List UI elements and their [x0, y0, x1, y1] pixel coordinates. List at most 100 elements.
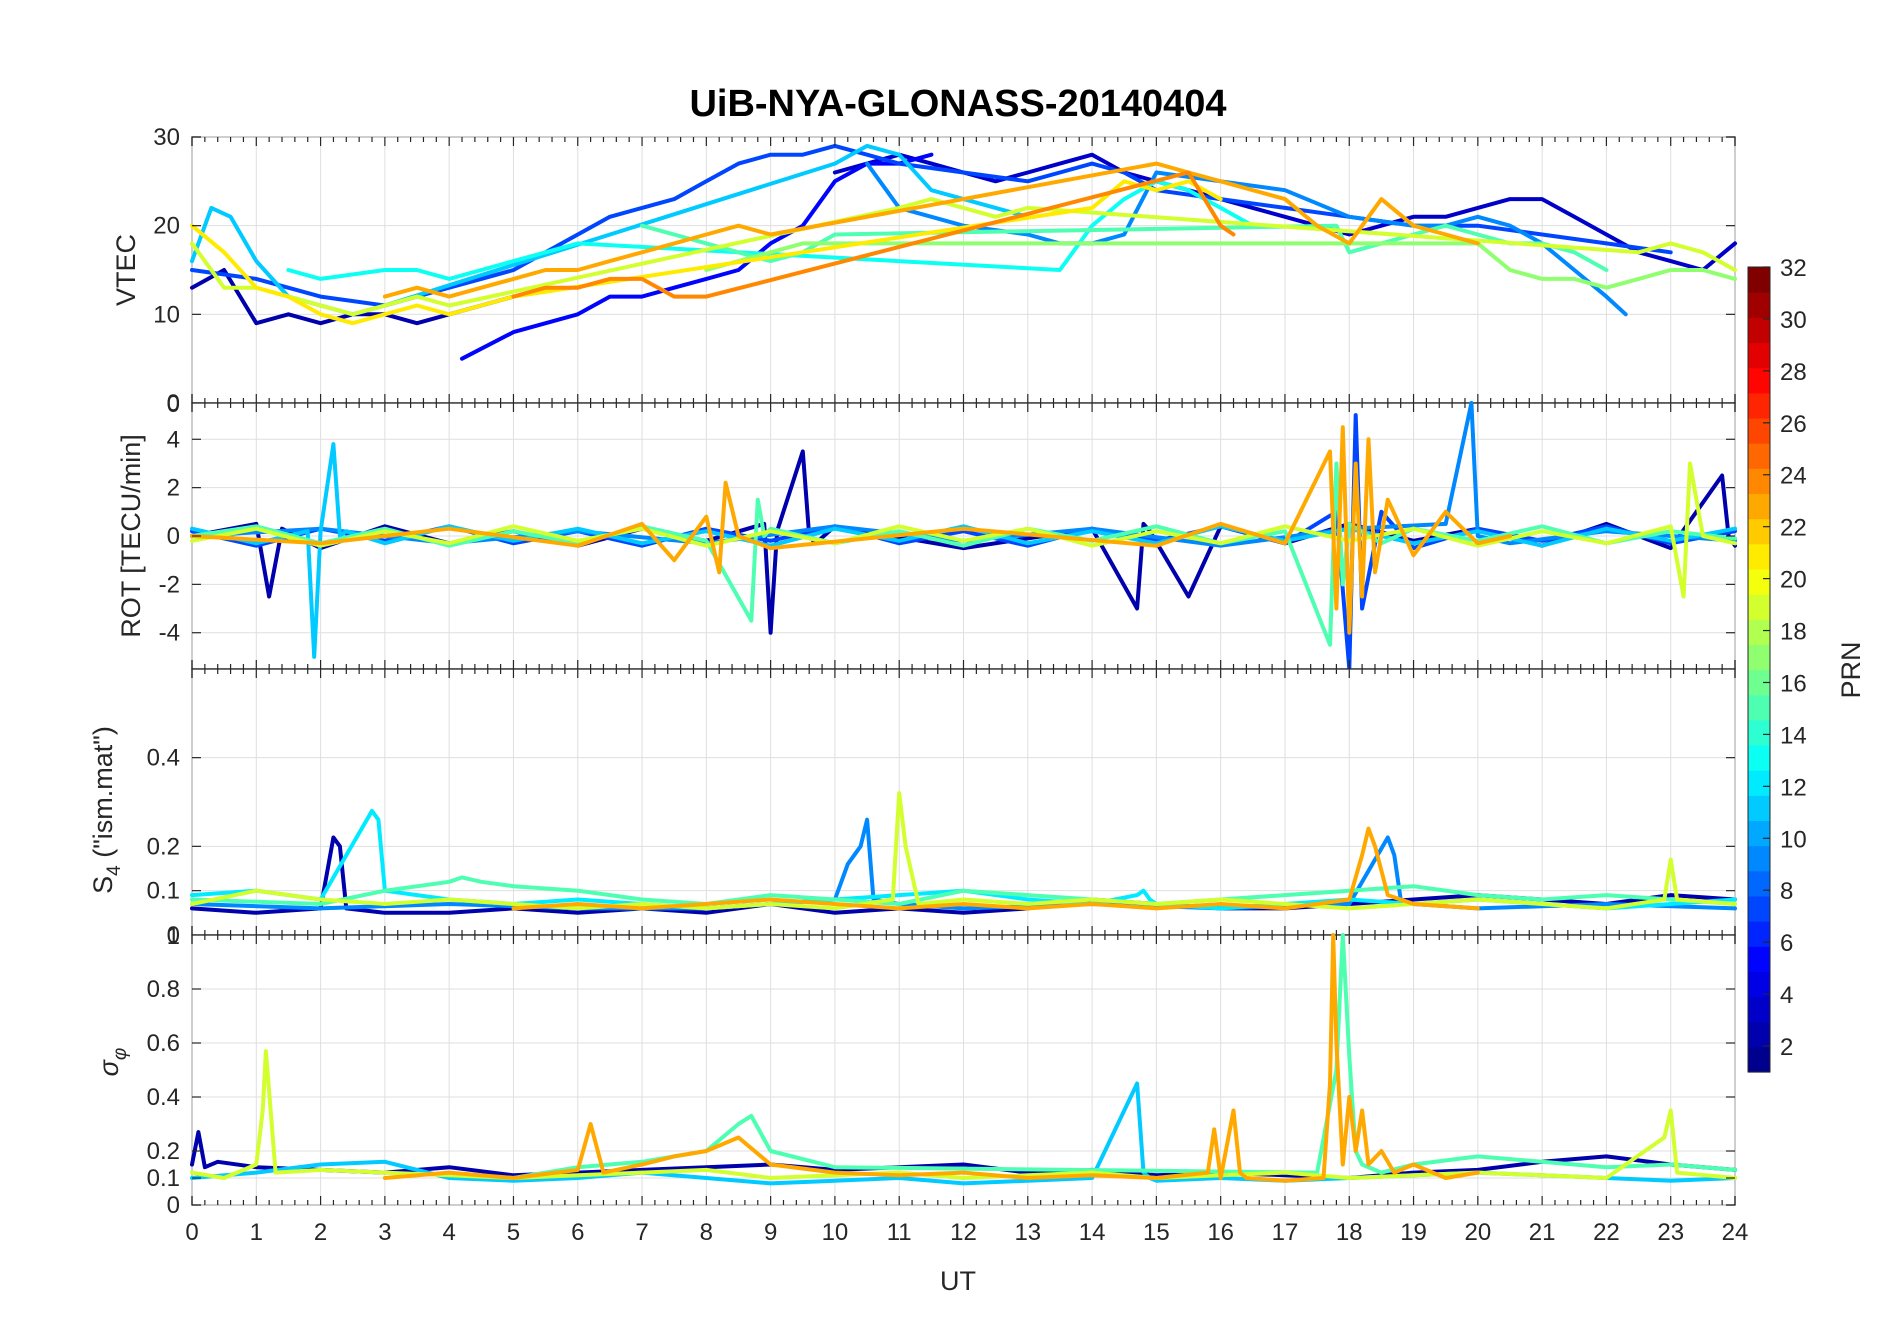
colorbar-segment — [1748, 619, 1770, 645]
ylabel-s4-rest: ("ism.mat") — [88, 726, 118, 865]
colorbar-segment — [1748, 367, 1770, 394]
colorbar-segment — [1748, 342, 1770, 369]
y-tick-label: 0.4 — [147, 745, 180, 772]
ylabel-sigma-main: σ — [94, 1058, 124, 1076]
colorbar-segment — [1748, 845, 1770, 872]
x-tick-label: 22 — [1593, 1219, 1620, 1246]
colorbar-tick-label: 28 — [1780, 359, 1807, 386]
y-tick-label: 4 — [167, 426, 180, 453]
ylabel-sigma-sub: φ — [110, 1048, 131, 1060]
ylabel-s4-sub: 4 — [104, 865, 125, 876]
x-tick-label: 23 — [1657, 1219, 1684, 1246]
trace-prn-2 — [190, 835, 1737, 915]
y-tick-label: -2 — [159, 571, 180, 598]
colorbar-segment — [1748, 770, 1770, 796]
colorbar-tick-label: 8 — [1780, 878, 1793, 905]
traces-vtec — [190, 143, 1737, 361]
x-tick-label: 10 — [822, 1219, 849, 1246]
x-axis-label: UT — [940, 1266, 976, 1296]
ylabel-sigma-phi: σφ — [94, 1048, 131, 1077]
y-tick-label: 0.4 — [147, 1084, 180, 1111]
ticks-vtec: 0 10 20 30 — [153, 124, 1736, 417]
colorbar-segment — [1748, 820, 1770, 847]
trace-prn-19 — [190, 791, 1737, 911]
panel-vtec: 0 10 20 30 VTEC — [111, 124, 1737, 417]
x-tick-label: 11 — [887, 1219, 912, 1246]
colorbar-tick-label: 6 — [1780, 930, 1793, 957]
y-tick-label: 0 — [167, 390, 180, 417]
x-tick-label: 0 — [185, 1219, 198, 1246]
colorbar-segment — [1748, 644, 1770, 671]
colorbar-segment — [1748, 694, 1770, 721]
traces-rot — [190, 401, 1737, 671]
colorbar-label: PRN — [1836, 641, 1866, 698]
y-tick-label: -4 — [159, 620, 180, 647]
ylabel-vtec: VTEC — [111, 234, 141, 306]
colorbar-segment — [1748, 1046, 1770, 1073]
x-tick-label: 9 — [764, 1219, 777, 1246]
x-tick-label: 3 — [378, 1219, 391, 1246]
colorbar-tick-label: 12 — [1780, 774, 1807, 801]
colorbar-tick-label: 30 — [1780, 307, 1807, 334]
chart-title: UiB-NYA-GLONASS-20140404 — [689, 83, 1226, 125]
colorbar-segment — [1748, 292, 1770, 318]
y-tick-label: 0 — [167, 1192, 180, 1219]
colorbar-segment — [1748, 568, 1770, 595]
colorbar-segment — [1748, 870, 1770, 897]
x-tick-label: 19 — [1400, 1219, 1427, 1246]
x-tick-label: 12 — [950, 1219, 977, 1246]
trace-prn-5 — [460, 152, 934, 361]
colorbar-segment — [1748, 946, 1770, 972]
x-tick-label: 17 — [1272, 1219, 1299, 1246]
x-tick-label: 6 — [571, 1219, 584, 1246]
x-tick-label: 2 — [314, 1219, 327, 1246]
colorbar-segment — [1748, 594, 1770, 620]
y-tick-label: 20 — [153, 213, 180, 240]
colorbar-tick-label: 4 — [1780, 982, 1793, 1009]
colorbar-tick-label: 24 — [1780, 463, 1807, 490]
sigma-top-label: 1 — [167, 923, 180, 950]
colorbar-frame — [1747, 266, 1771, 1073]
grid-rot — [191, 403, 1736, 669]
ylabel-s4-main: S — [88, 876, 118, 894]
panel-s4: 0.1 0.2 0.4 S4 ("ism.mat") 0 — [88, 668, 1737, 949]
x-tick-label: 14 — [1079, 1219, 1106, 1246]
x-tick-label: 15 — [1143, 1219, 1170, 1246]
traces-sigma-phi — [190, 933, 1737, 1186]
colorbar-tick-label: 20 — [1780, 567, 1807, 594]
colorbar-segment — [1748, 744, 1770, 771]
colorbar-segment — [1748, 669, 1770, 696]
colorbar-segment — [1748, 1021, 1770, 1048]
colorbar-segment — [1748, 795, 1770, 822]
x-tick-label: 18 — [1336, 1219, 1363, 1246]
colorbar-tick-label: 18 — [1780, 619, 1807, 646]
x-tick-label: 21 — [1529, 1219, 1556, 1246]
ylabel-rot: ROT [TECU/min] — [116, 434, 146, 638]
panel-rot: -4 -2 0 2 4 ROT [TECU/min] 0 — [116, 391, 1737, 671]
y-tick-label: 0.1 — [147, 1165, 180, 1192]
panel-sigma-phi: 00.10.2 0.4 0.6 0.8 σφ 1 — [94, 923, 1737, 1219]
colorbar-segments — [1748, 267, 1770, 1073]
ticks-sigma-phi: 00.10.2 0.4 0.6 0.8 — [147, 935, 1736, 1219]
trace-prn-3 — [832, 152, 1737, 272]
x-tick-labels: 0 1 2 3 4 5 6 7 8 9 10 11 12 13 14 15 16 17 18 19 20 21 22 23 24 — [185, 1219, 1748, 1246]
colorbar-segment — [1748, 518, 1770, 545]
colorbar-tick-label: 22 — [1780, 515, 1807, 542]
trace-prn-23 — [382, 933, 1480, 1183]
colorbar-segment — [1748, 719, 1770, 746]
colorbar-segment — [1748, 317, 1770, 344]
colorbar-tick-label: 16 — [1780, 670, 1807, 697]
y-tick-label: 30 — [153, 124, 180, 151]
x-tick-label: 24 — [1722, 1219, 1749, 1246]
y-tick-label: 0.8 — [147, 976, 180, 1003]
colorbar-segment — [1748, 267, 1770, 293]
trace-prn-23 — [190, 425, 1512, 635]
y-tick-label: 0.2 — [147, 1138, 180, 1165]
colorbar-segment — [1748, 493, 1770, 520]
y-tick-label: 0 — [167, 523, 180, 550]
trace-prn-23 — [511, 826, 1480, 911]
y-tick-label: 0.6 — [147, 1030, 180, 1057]
